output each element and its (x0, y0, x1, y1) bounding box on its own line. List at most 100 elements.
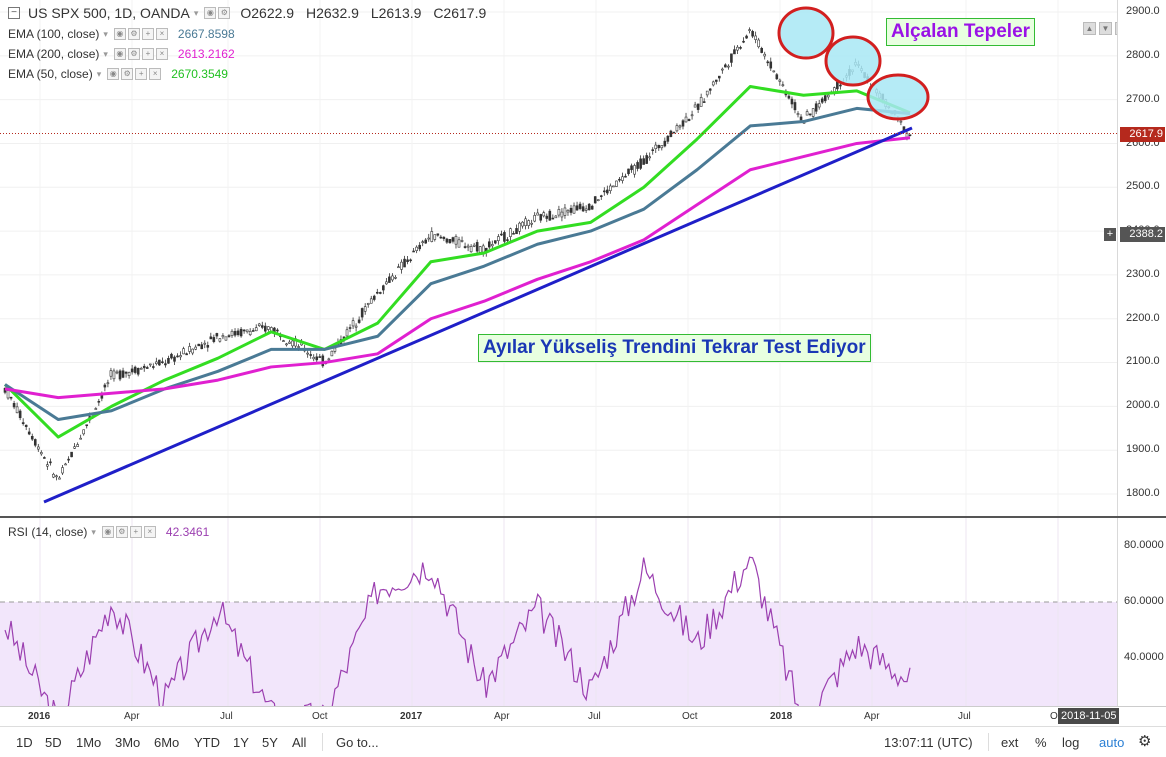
range-1d-button[interactable]: 1D (16, 735, 33, 750)
plus-icon[interactable]: + (135, 68, 148, 80)
rsi-tick: 60.0000 (1124, 595, 1164, 607)
candle-body (581, 206, 585, 212)
gear-icon[interactable]: ⚙ (218, 7, 231, 19)
candle-body (27, 431, 31, 435)
range-1y-button[interactable]: 1Y (233, 735, 249, 750)
candle-body (590, 205, 594, 210)
range-all-button[interactable]: All (292, 735, 307, 750)
candle-body (724, 64, 727, 68)
candle-body (70, 451, 73, 458)
candle-body (545, 215, 549, 219)
candle-body (666, 135, 670, 142)
range-5y-button[interactable]: 5Y (262, 735, 278, 750)
range-1mo-button[interactable]: 1Mo (76, 735, 102, 750)
symbol-title[interactable]: US SPX 500, 1D, OANDA (28, 5, 190, 21)
candle-body (333, 347, 337, 352)
candle-body (197, 343, 201, 347)
close-icon[interactable]: × (155, 28, 168, 40)
gear-icon[interactable]: ⚙ (115, 526, 128, 538)
rsi-legend[interactable]: RSI (14, close) ▾ ◉ ⚙ + × 42.3461 (8, 524, 209, 540)
eye-icon[interactable]: ◉ (113, 28, 126, 40)
log-toggle[interactable]: log (1062, 735, 1080, 750)
annotation-bears-retest[interactable]: Ayılar Yükseliş Trendini Tekrar Test Edi… (478, 334, 871, 362)
candle-body (357, 319, 361, 323)
candle-body (260, 325, 264, 328)
move-down-icon[interactable]: ▼ (1099, 22, 1112, 35)
rsi-axis[interactable]: 80.0000 60.0000 40.0000 (1117, 518, 1166, 706)
gear-icon[interactable]: ⚙ (127, 28, 140, 40)
trendline (43, 126, 913, 504)
close-icon[interactable]: × (155, 48, 168, 60)
candle-body (6, 390, 10, 399)
toolbar-divider (322, 733, 323, 751)
candle-body (820, 98, 824, 103)
goto-button[interactable]: Go to... (336, 735, 379, 750)
candle-body (596, 199, 600, 201)
range-ytd-button[interactable]: YTD (194, 735, 220, 750)
chevron-down-icon[interactable]: ▾ (91, 527, 96, 537)
auto-toggle[interactable]: auto (1099, 735, 1125, 750)
close-icon[interactable]: × (143, 526, 156, 538)
range-3mo-button[interactable]: 3Mo (115, 735, 141, 750)
candle-body (200, 344, 204, 350)
ema100-legend[interactable]: EMA (100, close) ▾ ◉ ⚙ + × 2667.8598 (8, 26, 235, 42)
candle-body (9, 396, 13, 399)
chevron-down-icon[interactable]: ▾ (96, 69, 102, 79)
rsi-pane[interactable]: RSI (14, close) ▾ ◉ ⚙ + × 42.3461 (0, 518, 1117, 706)
rsi-tick: 40.0000 (1124, 651, 1164, 663)
chevron-down-icon[interactable]: ▾ (193, 8, 199, 18)
candle-body (702, 101, 706, 103)
candle-body (254, 327, 258, 332)
candle-body (472, 244, 476, 247)
time-axis[interactable]: 2016 Apr Jul Oct 2017 Apr Jul Oct 2018 A… (0, 706, 1166, 727)
candle-body (182, 348, 185, 355)
candle-body (40, 452, 43, 455)
price-chart-pane[interactable]: − US SPX 500, 1D, OANDA ▾ ◉ ⚙ O2622.9 H26… (0, 0, 1128, 516)
gear-icon[interactable]: ⚙ (127, 48, 140, 60)
plus-icon[interactable]: + (141, 48, 154, 60)
plus-icon[interactable]: + (129, 526, 142, 538)
candle-body (899, 120, 903, 123)
price-axis[interactable]: 2900.0 2800.0 2700.0 2600.0 2500.0 2400.… (1104, 0, 1166, 516)
percent-toggle[interactable]: % (1035, 735, 1047, 750)
range-5d-button[interactable]: 5D (45, 735, 62, 750)
candle-body (606, 189, 609, 194)
candle-body (548, 210, 552, 221)
ema50-legend[interactable]: EMA (50, close) ▾ ◉ ⚙ + × 2670.3549 (8, 66, 228, 82)
candle-body (560, 211, 564, 218)
candle-body (55, 475, 58, 478)
candle-body (615, 180, 618, 187)
eye-icon[interactable]: ◉ (204, 7, 217, 19)
add-alert-icon[interactable]: + (1104, 228, 1116, 241)
close-icon[interactable]: × (149, 68, 162, 80)
candle-body (306, 352, 309, 355)
candle-body (33, 439, 37, 446)
collapse-icon[interactable]: − (8, 7, 20, 19)
price-chart[interactable] (0, 0, 1117, 516)
candle-body (397, 266, 400, 269)
plus-icon[interactable]: + (141, 28, 154, 40)
eye-icon[interactable]: ◉ (101, 526, 114, 538)
eye-icon[interactable]: ◉ (107, 68, 120, 80)
gear-icon[interactable]: ⚙ (121, 68, 134, 80)
price-tick: 1900.0 (1126, 443, 1160, 455)
rsi-chart[interactable] (0, 518, 1117, 706)
candle-body (49, 461, 52, 464)
ohlc-open: O2622.9 (240, 5, 295, 21)
eye-icon[interactable]: ◉ (113, 48, 126, 60)
ohlc-close: C2617.9 (433, 5, 487, 21)
time-tick: Oct (1050, 711, 1066, 722)
settings-gear-icon[interactable]: ⚙ (1138, 733, 1152, 750)
candle-body (569, 207, 573, 213)
utc-clock[interactable]: 13:07:11 (UTC) (884, 735, 973, 750)
move-up-icon[interactable]: ▲ (1083, 22, 1096, 35)
chevron-down-icon[interactable]: ▾ (103, 29, 108, 39)
pane-separator[interactable] (0, 516, 1166, 518)
candle-body (418, 244, 421, 250)
range-6mo-button[interactable]: 6Mo (154, 735, 180, 750)
chevron-down-icon[interactable]: ▾ (103, 49, 108, 59)
annotation-lower-highs[interactable]: Alçalan Tepeler (886, 18, 1036, 46)
candle-body (94, 408, 98, 410)
ext-toggle[interactable]: ext (1001, 735, 1019, 750)
ema200-legend[interactable]: EMA (200, close) ▾ ◉ ⚙ + × 2613.2162 (8, 46, 235, 62)
